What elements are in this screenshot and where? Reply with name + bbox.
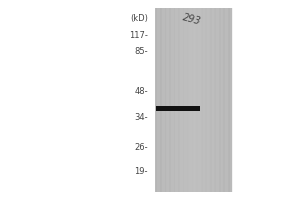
- Bar: [199, 8, 200, 192]
- Bar: [230, 8, 231, 192]
- Bar: [181, 8, 182, 192]
- Bar: [209, 8, 211, 192]
- Bar: [168, 8, 169, 192]
- Bar: [156, 106, 200, 110]
- Bar: [187, 8, 189, 192]
- Bar: [194, 8, 195, 192]
- Bar: [186, 8, 188, 192]
- Bar: [196, 8, 198, 192]
- Bar: [219, 8, 221, 192]
- Bar: [231, 8, 233, 192]
- Bar: [172, 8, 173, 192]
- Bar: [226, 8, 227, 192]
- Bar: [215, 8, 217, 192]
- Bar: [173, 8, 175, 192]
- Bar: [205, 8, 207, 192]
- Bar: [208, 8, 209, 192]
- Bar: [179, 8, 181, 192]
- Bar: [212, 8, 213, 192]
- Bar: [192, 8, 194, 192]
- Bar: [182, 8, 184, 192]
- Bar: [165, 8, 167, 192]
- Bar: [223, 8, 225, 192]
- Bar: [177, 8, 178, 192]
- Text: 19-: 19-: [134, 168, 148, 176]
- Bar: [160, 8, 162, 192]
- Bar: [228, 8, 230, 192]
- Text: 85-: 85-: [134, 47, 148, 56]
- Bar: [190, 8, 191, 192]
- Text: 117-: 117-: [129, 31, 148, 40]
- Bar: [174, 8, 176, 192]
- Bar: [167, 8, 168, 192]
- Bar: [222, 8, 224, 192]
- Bar: [176, 8, 177, 192]
- Bar: [158, 8, 159, 192]
- Bar: [195, 8, 197, 192]
- Bar: [164, 8, 166, 192]
- Bar: [218, 8, 220, 192]
- Bar: [191, 8, 193, 192]
- Bar: [155, 8, 232, 192]
- Bar: [227, 8, 229, 192]
- Bar: [178, 8, 180, 192]
- Bar: [217, 8, 218, 192]
- Bar: [204, 8, 206, 192]
- Bar: [200, 8, 202, 192]
- Bar: [214, 8, 216, 192]
- Bar: [155, 8, 157, 192]
- Bar: [213, 8, 214, 192]
- Text: 293: 293: [182, 12, 202, 27]
- Bar: [156, 8, 158, 192]
- Bar: [210, 8, 212, 192]
- Bar: [197, 8, 199, 192]
- Text: (kD): (kD): [130, 14, 148, 23]
- Bar: [161, 8, 163, 192]
- Bar: [188, 8, 190, 192]
- Bar: [159, 8, 160, 192]
- Text: 48-: 48-: [134, 88, 148, 97]
- Bar: [184, 8, 186, 192]
- Bar: [170, 8, 172, 192]
- Text: 34-: 34-: [134, 114, 148, 122]
- Bar: [169, 8, 171, 192]
- Bar: [220, 8, 222, 192]
- Bar: [163, 8, 164, 192]
- Bar: [202, 8, 204, 192]
- Bar: [206, 8, 208, 192]
- Text: 26-: 26-: [134, 144, 148, 152]
- Bar: [201, 8, 203, 192]
- Bar: [224, 8, 226, 192]
- Bar: [183, 8, 185, 192]
